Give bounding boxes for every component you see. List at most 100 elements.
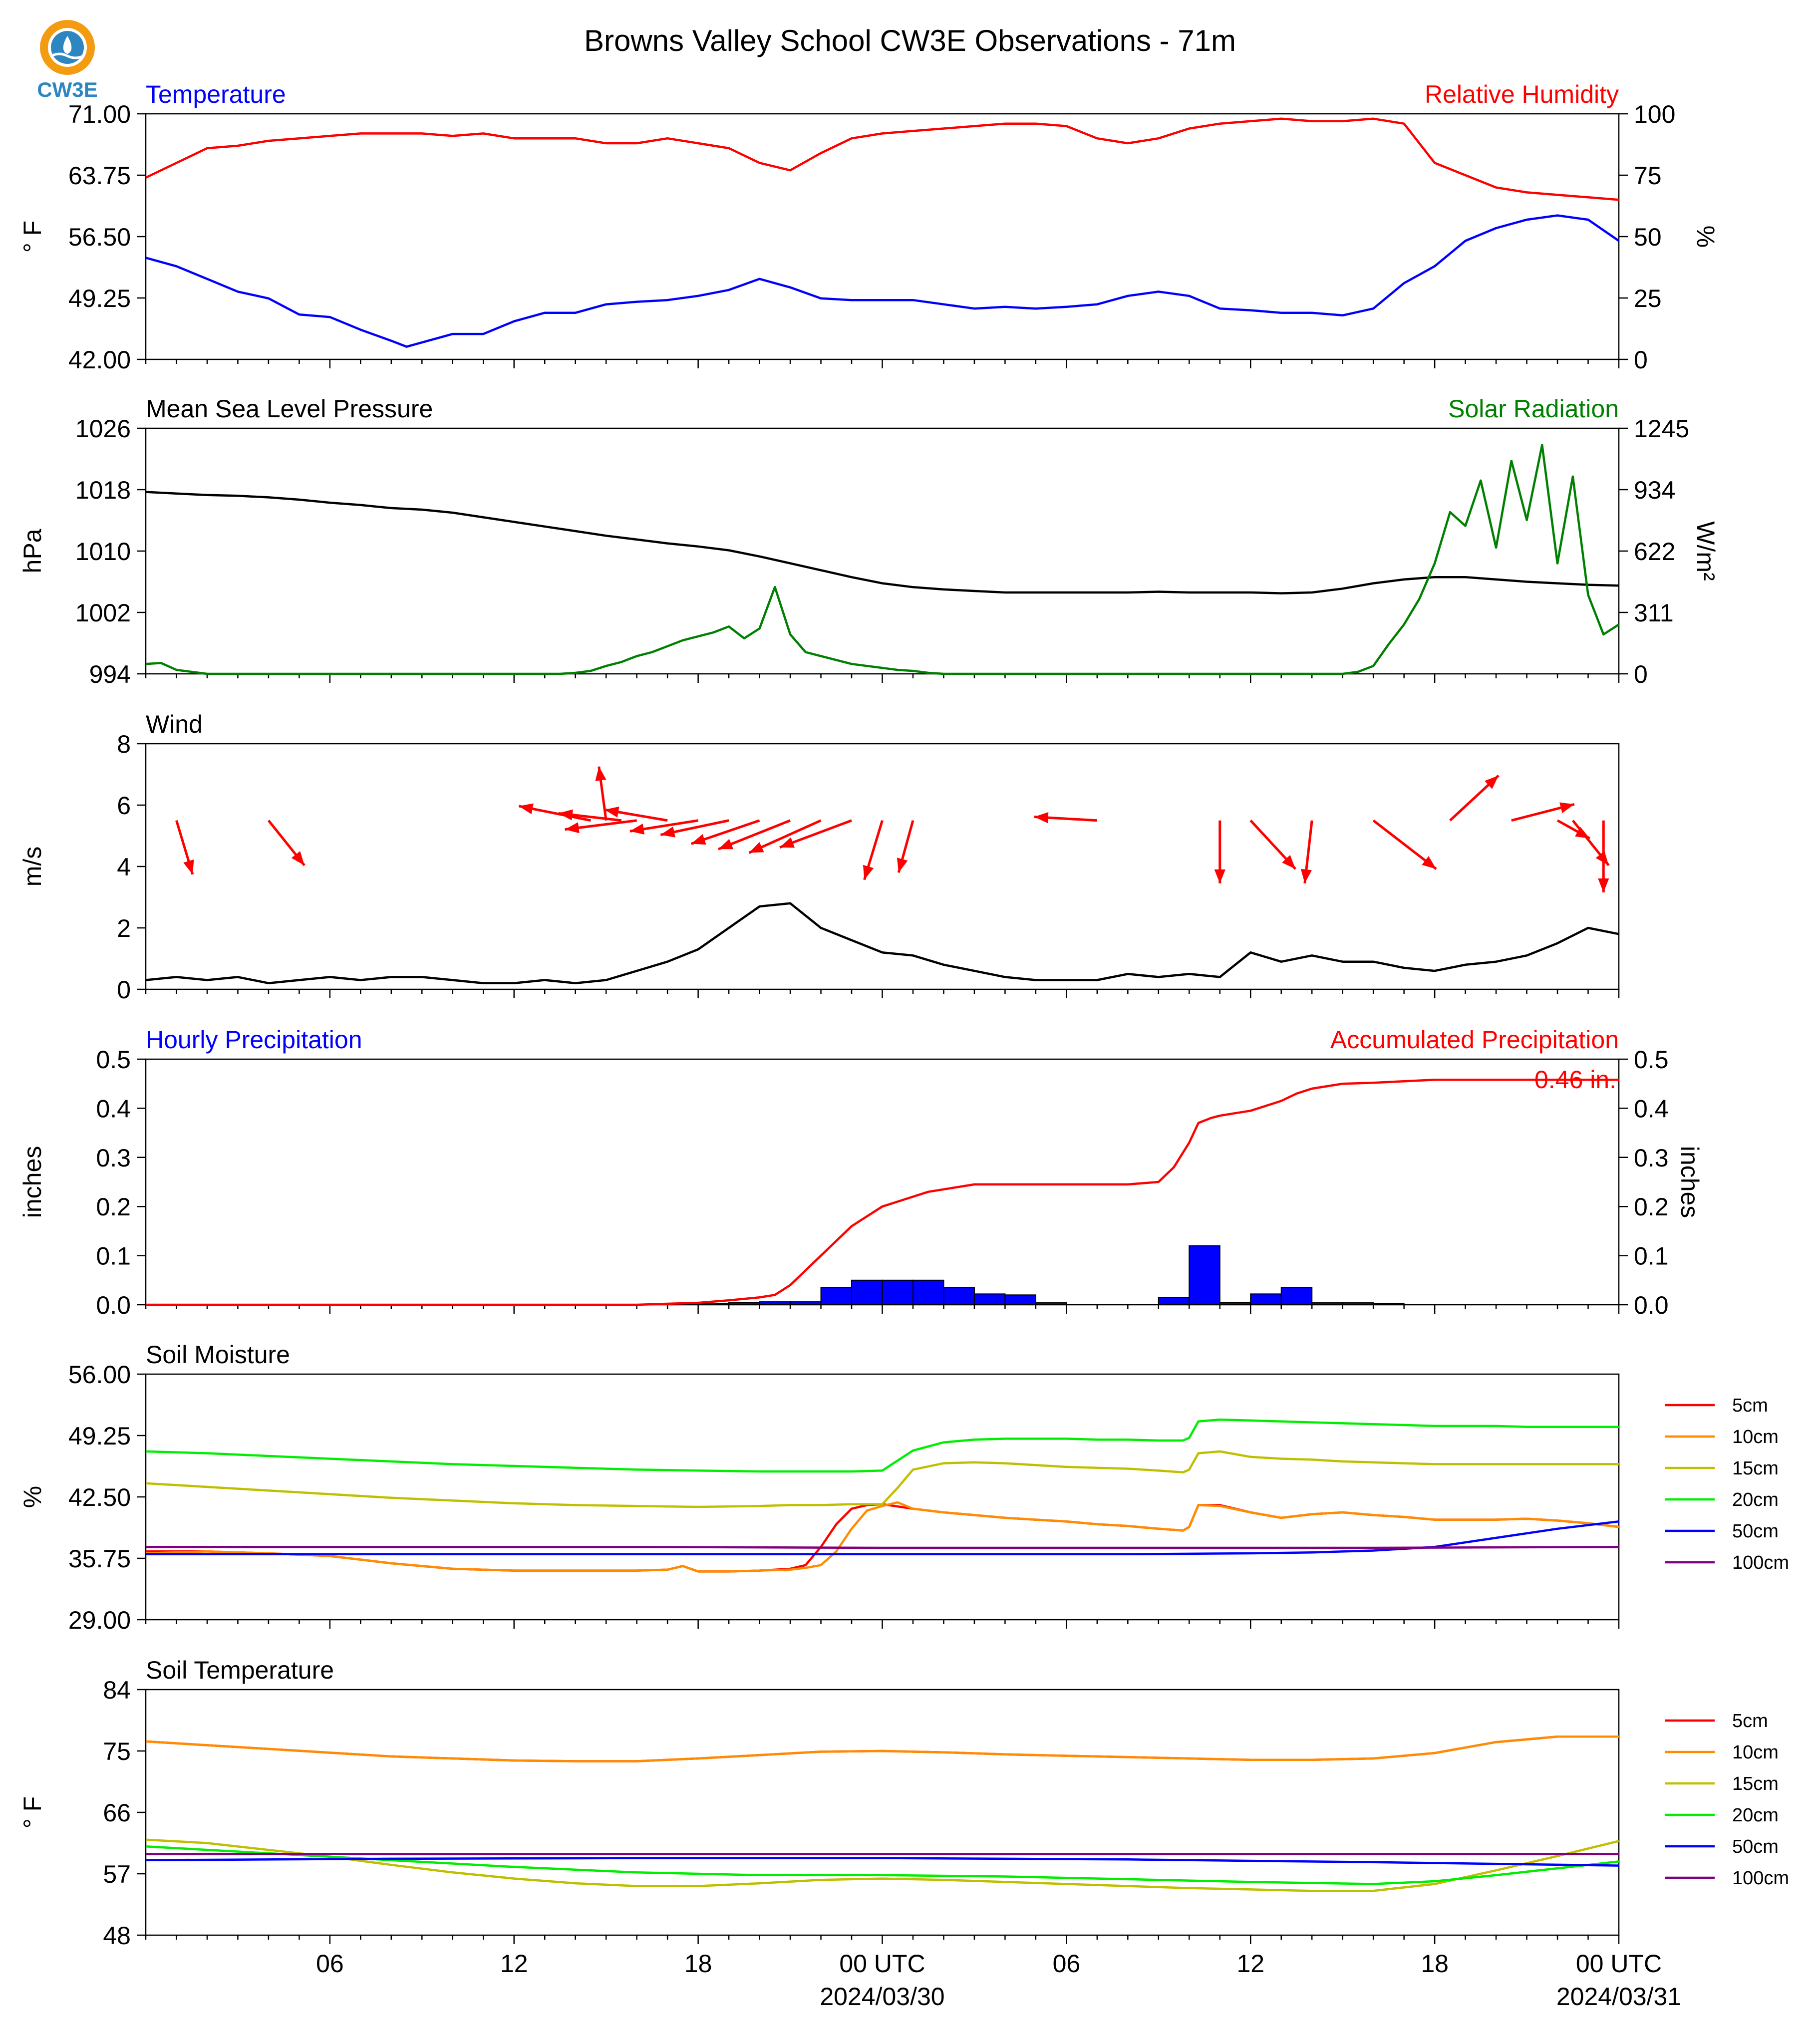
wind-vector-head <box>1034 812 1049 824</box>
panel-pressure-solar: Mean Sea Level Pressure Solar Radiation 10… <box>18 395 1720 688</box>
legend-label: 20cm <box>1732 1489 1779 1510</box>
y-tick-label-left: 42.50 <box>68 1483 131 1511</box>
y-tick-label-left: 63.75 <box>68 162 131 190</box>
legend-label: 10cm <box>1732 1742 1779 1763</box>
series-line-100cm <box>146 1545 1619 1549</box>
series-line-10cm <box>145 1736 1619 1762</box>
precip-bar <box>1189 1245 1220 1305</box>
y-tick-label-left: 1026 <box>75 415 131 443</box>
y-tick-label-right: 0.2 <box>1634 1193 1669 1221</box>
x-date-label: 2024/03/30 <box>820 1983 944 2011</box>
y-tick-label-left: 0.0 <box>96 1291 131 1319</box>
precip-bar <box>882 1279 913 1306</box>
y-tick-label-right: 934 <box>1634 476 1675 504</box>
panel-temperature-humidity: Temperature Relative Humidity 71.00 63.75 56… <box>18 80 1720 374</box>
wind-vector-head <box>660 826 675 838</box>
precip-bar <box>1158 1297 1190 1305</box>
y-tick-label-left: 0.5 <box>96 1046 131 1074</box>
y-tick-label-left: 1018 <box>75 476 131 504</box>
panel-title-left: Soil Moisture <box>146 1341 290 1369</box>
wind-vector-head <box>565 822 580 834</box>
y-tick-label-left: 57 <box>103 1860 131 1888</box>
y-tick-label-right: 0.1 <box>1634 1242 1669 1270</box>
wind-vector-head <box>1485 775 1499 789</box>
accumulated-total-label: 0.46 in. <box>1534 1066 1616 1094</box>
wind-vector-head <box>691 834 706 845</box>
figure-title: Browns Valley School CW3E Observations -… <box>584 24 1236 57</box>
series-line-relative-humidity <box>145 117 1619 201</box>
panel-title-right: Solar Radiation <box>1448 395 1619 423</box>
series-line-20cm <box>145 1845 1619 1885</box>
precip-bar <box>1311 1302 1343 1305</box>
y-tick-label-right: 0.5 <box>1634 1046 1669 1074</box>
y-tick-label-left: 48 <box>103 1922 131 1950</box>
x-tick-label: 00 UTC <box>1576 1950 1662 1978</box>
y-axis-label-right: % <box>1692 226 1720 248</box>
series-line-temperature <box>145 214 1620 348</box>
panel-precipitation: Hourly Precipitation Accumulated Precipit… <box>18 1026 1704 1319</box>
y-tick-label-left: 6 <box>117 792 131 820</box>
wind-vector-head <box>558 809 573 821</box>
series-line-mean-sea-level-pressure <box>145 491 1619 594</box>
y-tick-label-left: 29.00 <box>68 1606 131 1634</box>
panel-title-left: Mean Sea Level Pressure <box>146 395 433 423</box>
wind-vector-head <box>629 824 645 835</box>
y-axis-label-left: % <box>18 1486 46 1508</box>
x-tick-label: 18 <box>684 1950 712 1978</box>
y-tick-label-left: 8 <box>117 730 131 758</box>
precip-bar <box>1342 1302 1374 1305</box>
x-tick-label: 12 <box>500 1950 528 1978</box>
legend-label: 100cm <box>1732 1868 1789 1889</box>
panels: Temperature Relative Humidity 71.00 63.75 56… <box>18 80 1789 2011</box>
y-tick-label-left: 0.4 <box>96 1095 131 1123</box>
y-tick-label-left: 0.3 <box>96 1144 131 1172</box>
y-tick-label-left: 0.1 <box>96 1242 131 1270</box>
series-line-50cm <box>146 1520 1619 1556</box>
series-line-accumulated-precipitation <box>146 1079 1619 1306</box>
y-tick-label-left: 71.00 <box>68 100 131 128</box>
wind-vector-head <box>1282 855 1296 869</box>
y-tick-label-right: 311 <box>1634 599 1674 627</box>
precip-bar <box>1250 1293 1282 1306</box>
y-axis-label-left: m/s <box>18 847 46 887</box>
wind-vector-head <box>1595 851 1609 866</box>
wind-vector-head <box>780 837 795 848</box>
wind-vector-head <box>291 851 304 866</box>
y-tick-label-left: 56.00 <box>68 1361 131 1389</box>
y-axis-label-left: ° F <box>18 1796 46 1828</box>
y-tick-label-left: 66 <box>103 1799 131 1827</box>
precip-bar <box>943 1287 975 1306</box>
precip-bar <box>1004 1294 1036 1306</box>
precip-bar <box>973 1293 1006 1306</box>
wind-vector-head <box>1214 869 1225 883</box>
y-tick-label-right: 0.0 <box>1634 1291 1669 1319</box>
y-axis-label-right: W/m² <box>1692 521 1720 580</box>
panel-title-left: Soil Temperature <box>146 1656 334 1684</box>
y-axis-label-left: ° F <box>18 221 46 253</box>
series-line-20cm <box>145 1418 1619 1473</box>
wind-vector-head <box>1559 802 1574 814</box>
y-tick-label-left: 75 <box>103 1738 131 1765</box>
panel-title-left: Temperature <box>146 80 286 108</box>
panel-title-left: Hourly Precipitation <box>146 1026 362 1054</box>
precip-bar <box>1373 1303 1405 1306</box>
panel-title-right: Accumulated Precipitation <box>1330 1026 1619 1054</box>
precip-bar <box>1035 1302 1067 1305</box>
y-tick-label-right: 25 <box>1634 285 1662 312</box>
panel-soil-moisture: Soil Moisture 56.00 49.25 42.50 35.75 29.00% 5… <box>18 1341 1789 1634</box>
y-tick-label-left: 994 <box>89 660 131 688</box>
panel-soil-temperature: Soil Temperature 84 75 66 57 48 ° F 5cm 10cm 15cm… <box>18 1656 1789 1950</box>
wind-vector-head <box>749 842 764 853</box>
series-line-solar-radiation <box>145 444 1620 675</box>
y-tick-label-left: 42.00 <box>68 346 131 374</box>
series-line-10cm <box>145 1501 1619 1573</box>
precip-bar <box>759 1301 791 1305</box>
y-tick-label-left: 1010 <box>75 538 131 566</box>
legend-label: 15cm <box>1732 1458 1779 1479</box>
wind-vector-head <box>863 865 874 880</box>
precip-bar <box>1219 1302 1251 1306</box>
y-tick-label-right: 0.3 <box>1634 1144 1669 1172</box>
cw3e-logo: CW3E <box>37 20 98 101</box>
y-tick-label-left: 49.25 <box>68 285 131 312</box>
